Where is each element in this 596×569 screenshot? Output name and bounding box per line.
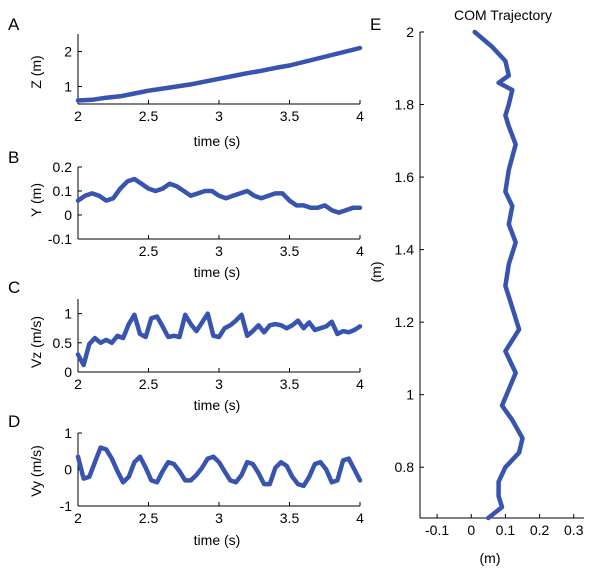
panel-d-xlabel: time (s): [194, 532, 241, 548]
panel-a-y-tick-label: 2: [64, 44, 72, 60]
panel-e-title: COM Trajectory: [454, 7, 552, 23]
panel-c-series-line: [75, 311, 363, 368]
panel-c: C 2 2.5 3 3.5 4 0 0.5 1 time (s) Vz (m/s): [8, 278, 364, 413]
panel-c-y-tick-label: 1: [64, 306, 72, 322]
panel-e-xlabel: (m): [480, 550, 501, 566]
panel-b-x-tick-label: 3: [215, 243, 223, 259]
panel-c-x-tick-label: 3.5: [280, 376, 300, 392]
panel-e-y-tick-label: 1.6: [395, 169, 415, 185]
panel-e-y-tick-label: 1.8: [395, 97, 415, 113]
panel-c-y-tick-label: 0.5: [53, 335, 73, 351]
panel-a-x-tick-label: 4: [356, 108, 364, 124]
panel-a-series-line: [75, 45, 363, 103]
panel-e: E COM Trajectory -0.1 0 0.1 0.2 0.3 0.8 1 1.2 1.…: [368, 7, 584, 566]
panel-b-x-tick-label: 3.5: [280, 243, 300, 259]
panel-a-x-tick-label: 2: [74, 108, 82, 124]
panel-a-x-tick-label: 3: [215, 108, 223, 124]
panel-c-ylabel: Vz (m/s): [28, 316, 44, 368]
panel-e-x-tick-label: 0: [467, 522, 475, 538]
panel-letter-a: A: [8, 15, 20, 34]
panel-a-ylabel: Z (m): [28, 55, 44, 88]
panel-d-y-tick-label: 0: [64, 462, 72, 478]
panel-b-y-tick-label: 0: [64, 207, 72, 223]
panel-e-x-tick-label: -0.1: [425, 522, 449, 538]
panel-c-y-tick-label: 0: [64, 364, 72, 380]
panel-a-x-tick-label: 2.5: [139, 108, 159, 124]
panel-e-y-tick-label: 2: [406, 24, 414, 40]
panel-b-y-tick-label: -0.1: [48, 231, 72, 247]
panel-c-x-tick-label: 4: [356, 376, 364, 392]
panel-e-axes: -0.1 0 0.1 0.2 0.3 0.8 1 1.2 1.4 1.6 1.8 2: [395, 24, 584, 538]
panel-e-y-tick-label: 1.4: [395, 242, 415, 258]
panel-d-y-tick-label: -1: [60, 498, 73, 514]
panel-letter-d: D: [8, 412, 20, 431]
panel-d-series-line: [75, 445, 363, 489]
panel-b-x-tick-label: 2.5: [139, 243, 159, 259]
panel-e-x-tick-label: 0.3: [564, 522, 584, 538]
panel-b-x-tick-label: 4: [356, 243, 364, 259]
panel-letter-e: E: [370, 15, 381, 34]
panel-letter-b: B: [8, 148, 19, 167]
panel-b-y-tick-label: 0.2: [53, 159, 73, 175]
panel-e-y-tick-label: 1: [406, 387, 414, 403]
panel-d-x-tick-label: 3.5: [280, 510, 300, 526]
panel-b-ylabel: Y (m): [28, 183, 44, 217]
panel-e-y-tick-label: 0.8: [395, 459, 415, 475]
panel-a-axes: 2 2.5 3 3.5 412: [64, 34, 364, 124]
panel-e-ylabel: (m): [368, 262, 384, 283]
panel-a-y-tick-label: 1: [64, 79, 72, 95]
panel-e-x-tick-label: 0.1: [496, 522, 516, 538]
panel-d-y-tick-label: 1: [64, 425, 72, 441]
panel-b-y-tick-label: 0.1: [53, 183, 73, 199]
panel-d-x-tick-label: 3: [215, 510, 223, 526]
panel-b: B 2.5 3 3.5 4 -0.1 0 0.1 0.2 time (s) Y (m): [8, 148, 364, 280]
panel-a-x-tick-label: 3.5: [280, 108, 300, 124]
panel-c-x-tick-label: 3: [215, 376, 223, 392]
panel-e-series-line: [472, 29, 525, 521]
panel-letter-c: C: [8, 278, 20, 297]
panel-c-x-tick-label: 2.5: [139, 376, 159, 392]
panel-c-x-tick-label: 2: [74, 376, 82, 392]
panel-d: D 2 2.5 3 3.5 4 -1 0 1 time (s) Vy (m/s): [8, 412, 364, 548]
panel-d-axes: 2 2.5 3 3.5 4 -1 0 1: [60, 425, 365, 526]
panel-a: A 2 2.5 3 3.5 412 time (s) Z (m): [8, 15, 364, 149]
panel-b-xlabel: time (s): [194, 264, 241, 280]
panel-d-x-tick-label: 2.5: [139, 510, 159, 526]
panel-e-x-tick-label: 0.2: [530, 522, 550, 538]
panel-d-x-tick-label: 4: [356, 510, 364, 526]
panel-c-axes: 2 2.5 3 3.5 4 0 0.5 1: [53, 299, 364, 392]
panel-b-axes: 2.5 3 3.5 4 -0.1 0 0.1 0.2: [48, 159, 364, 259]
panel-a-xlabel: time (s): [194, 133, 241, 149]
panel-c-xlabel: time (s): [194, 397, 241, 413]
panel-b-series-line: [75, 176, 363, 215]
panel-d-x-tick-label: 2: [74, 510, 82, 526]
panel-d-ylabel: Vy (m/s): [28, 445, 44, 497]
panel-e-y-tick-label: 1.2: [395, 314, 415, 330]
